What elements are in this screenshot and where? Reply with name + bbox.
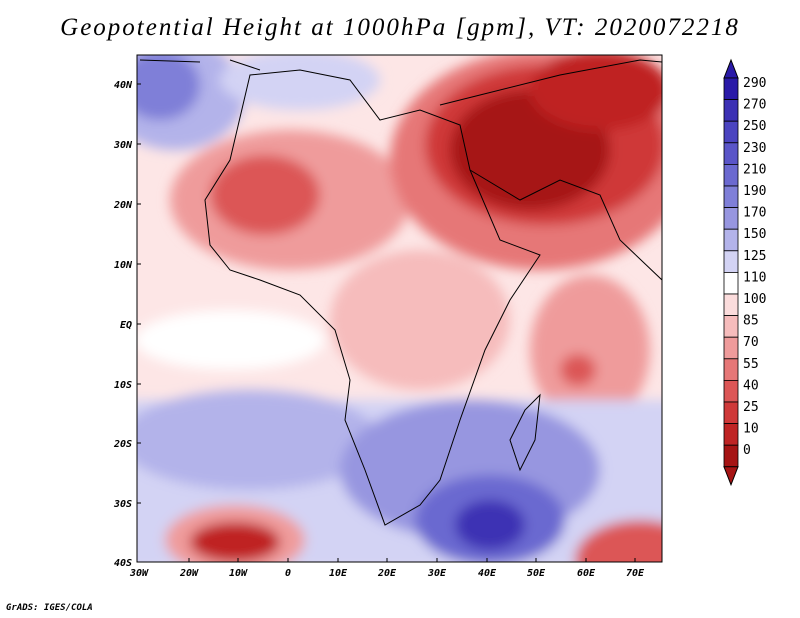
coastlines (139, 59, 662, 526)
colorbar-swatch (723, 77, 739, 101)
contour-med-west (220, 55, 380, 110)
colorbar-swatch (723, 142, 739, 165)
contour-south-atlantic (137, 390, 380, 490)
colorbar-label: 125 (743, 249, 766, 264)
lon-label: 30W (129, 568, 149, 579)
lon-label: 60E (577, 568, 596, 579)
colorbar-swatch (723, 293, 739, 317)
colorbar-swatch (723, 336, 739, 360)
colorbar-swatch (723, 379, 739, 403)
lon-label: 0 (285, 568, 291, 579)
lon-label: 50E (527, 568, 546, 579)
lat-label: 20S (113, 439, 132, 450)
lon-label: 30E (427, 568, 447, 579)
contour-atlantic-white (137, 310, 325, 370)
colorbar-swatch (723, 401, 739, 425)
colorbar-label: 25 (743, 400, 759, 415)
map-title: Geopotential Height at 1000hPa [gpm], VT… (60, 14, 740, 41)
colorbar-swatch (723, 99, 739, 122)
lat-label: 30N (113, 140, 133, 151)
map-area (137, 55, 662, 562)
lon-label: 10W (229, 568, 248, 579)
contour-sw-low-core (190, 522, 280, 562)
colorbar-label: 0 (743, 443, 751, 458)
colorbar-label: 170 (743, 206, 766, 221)
colorbar-swatch (723, 163, 739, 187)
colorbar-label: 55 (743, 357, 759, 372)
colorbar-swatch (723, 250, 739, 273)
lon-label: 20E (377, 568, 397, 579)
contour-nw-inner (137, 55, 200, 120)
colorbar-swatch (723, 228, 739, 252)
colorbar-top-arrow (723, 58, 739, 79)
lon-label: 70E (626, 568, 645, 579)
colorbar-bottom-arrow (723, 466, 739, 487)
colorbar-swatch (723, 120, 739, 144)
lat-label: 30S (113, 499, 132, 510)
lat-label: 10N (114, 260, 133, 271)
colorbar-swatch (723, 444, 739, 468)
map-frame (136, 54, 663, 563)
longitude-labels: 30W 20W 10W 0 10E 20E 30E 40E 50E 60E 70… (129, 568, 645, 579)
colorbar-label: 190 (743, 184, 766, 199)
lon-label: 20W (179, 568, 199, 579)
axis-ticks (137, 83, 636, 562)
colorbar-swatch (723, 207, 739, 230)
colorbar-label: 270 (743, 98, 766, 113)
colorbar-label: 110 (743, 270, 766, 285)
lat-label: 40S (114, 558, 132, 569)
colorbar-swatch (723, 423, 739, 446)
europe-coastline (139, 59, 261, 71)
colorbar-label: 70 (743, 335, 759, 350)
colorbar-label: 150 (743, 227, 766, 242)
colorbar-swatch (723, 358, 739, 381)
colorbar-label: 100 (743, 292, 766, 307)
africa-coastline (204, 69, 541, 526)
colorbar-label: 10 (743, 422, 759, 437)
lon-label: 40E (478, 568, 497, 579)
contour-south-core (455, 500, 525, 550)
colorbar-label: 40 (743, 378, 759, 393)
contour-equatorial (330, 250, 510, 390)
madagascar-coastline (509, 393, 541, 472)
colorbar: 2902702502302101901701501251101008570554… (723, 58, 766, 487)
colorbar-swatch (723, 315, 739, 338)
asia-coastline (439, 59, 662, 281)
colorbar-label: 85 (743, 314, 759, 329)
lat-label: EQ (120, 320, 132, 331)
colorbar-label: 250 (743, 119, 766, 134)
lat-label: 10S (114, 380, 132, 391)
colorbar-label: 290 (743, 76, 766, 91)
lat-label: 40N (114, 80, 133, 91)
contour-indian-ocean (530, 275, 650, 425)
footer-credit: GrADS: IGES/COLA (6, 603, 93, 613)
contour-sahara-inner (210, 155, 320, 235)
colorbar-swatch (723, 185, 739, 209)
lon-label: 10E (329, 568, 348, 579)
lat-label: 20N (113, 200, 133, 211)
height-field (137, 55, 662, 562)
contour-se-low (575, 520, 662, 562)
contour-central-asia (530, 55, 662, 130)
colorbar-label: 210 (743, 162, 766, 177)
latitude-labels: 40N 30N 20N 10N EQ 10S 20S 30S 40S (113, 80, 133, 569)
colorbar-label: 230 (743, 141, 766, 156)
colorbar-swatch (723, 271, 739, 295)
contour-indian-core (560, 354, 596, 386)
